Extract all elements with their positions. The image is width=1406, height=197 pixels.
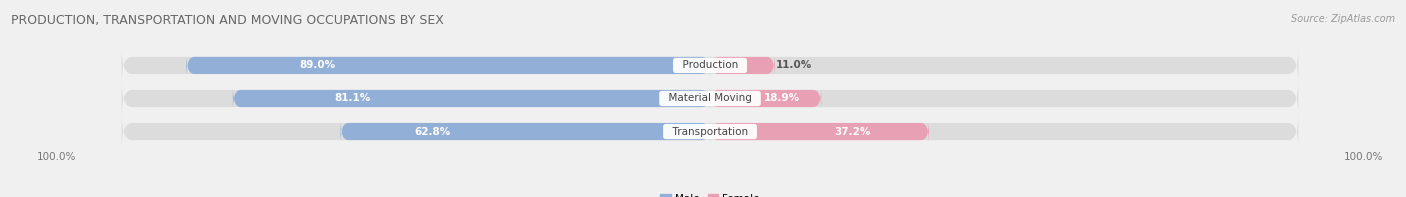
Text: 18.9%: 18.9% bbox=[765, 94, 800, 103]
Text: 62.8%: 62.8% bbox=[415, 126, 451, 137]
Legend: Male, Female: Male, Female bbox=[657, 190, 763, 197]
FancyBboxPatch shape bbox=[187, 54, 710, 77]
Text: PRODUCTION, TRANSPORTATION AND MOVING OCCUPATIONS BY SEX: PRODUCTION, TRANSPORTATION AND MOVING OC… bbox=[11, 14, 444, 27]
Text: 89.0%: 89.0% bbox=[299, 60, 335, 71]
Text: 81.1%: 81.1% bbox=[335, 94, 370, 103]
FancyBboxPatch shape bbox=[233, 87, 710, 110]
FancyBboxPatch shape bbox=[122, 114, 1299, 149]
Text: Transportation: Transportation bbox=[665, 126, 755, 137]
FancyBboxPatch shape bbox=[122, 81, 1299, 116]
FancyBboxPatch shape bbox=[710, 87, 821, 110]
Text: Source: ZipAtlas.com: Source: ZipAtlas.com bbox=[1291, 14, 1395, 24]
Text: 37.2%: 37.2% bbox=[834, 126, 870, 137]
FancyBboxPatch shape bbox=[340, 120, 710, 143]
FancyBboxPatch shape bbox=[710, 54, 775, 77]
Text: 11.0%: 11.0% bbox=[776, 60, 813, 71]
Text: Material Moving: Material Moving bbox=[662, 94, 758, 103]
FancyBboxPatch shape bbox=[710, 120, 929, 143]
Text: Production: Production bbox=[676, 60, 744, 71]
FancyBboxPatch shape bbox=[122, 48, 1299, 83]
